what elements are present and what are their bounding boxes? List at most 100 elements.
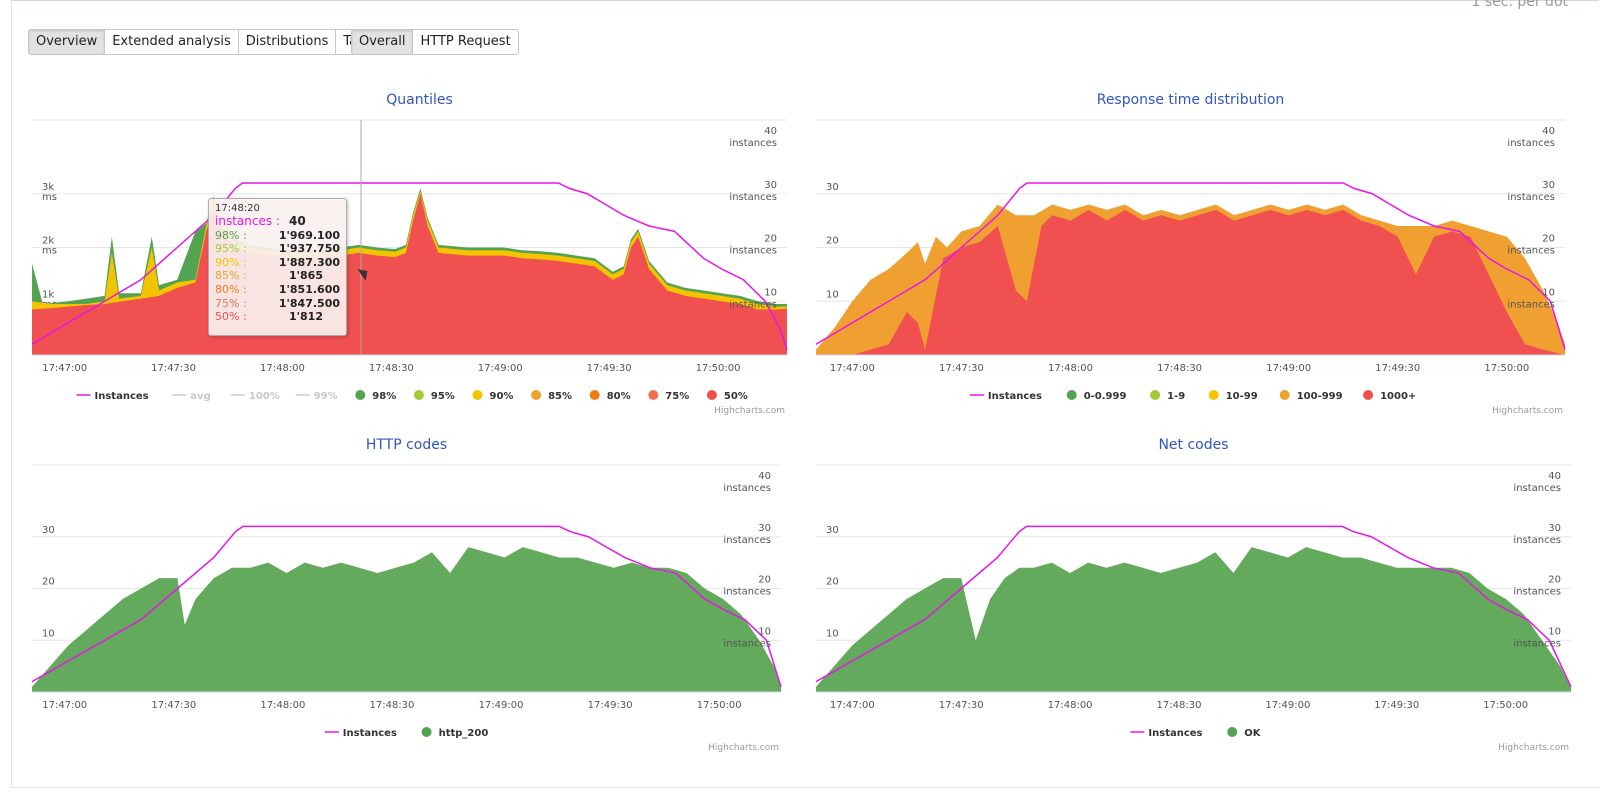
x-tick-label: 17:47:30 — [939, 700, 984, 711]
x-tick-label: 17:50:00 — [696, 363, 741, 374]
y-right-tick-unit: instances — [1507, 138, 1555, 149]
y-right-tick-unit: instances — [1507, 299, 1555, 310]
tooltip-row-value: 1'969.100 — [278, 228, 340, 242]
legend-item-avg[interactable]: avg — [172, 391, 211, 402]
legend: Instances OK — [1130, 727, 1262, 739]
legend-item-instances[interactable]: Instances — [969, 391, 1042, 402]
legend-dot-symbol — [413, 390, 424, 400]
y-right-tick-label: 20 — [1548, 575, 1561, 586]
legend-label: Instances — [988, 391, 1042, 402]
x-tick-label: 17:48:30 — [369, 363, 414, 374]
legend-item-95-[interactable]: 95% — [413, 390, 455, 402]
response-time-distribution-chart: Response time distribution 10 20 30 10 instan… — [800, 80, 1600, 430]
y-right-tick-unit: instances — [1507, 246, 1555, 257]
quantiles-chart: Quantiles1kms2kms3kms10instances20instan… — [0, 80, 800, 430]
quantiles-tooltip: 17:48:20 instances :40 98% :1'969.100 95% … — [208, 198, 347, 336]
legend-item-0-0-999[interactable]: 0-0.999 — [1066, 390, 1127, 402]
x-tick-label: 17:48:30 — [1157, 700, 1202, 711]
legend-item-http-200[interactable]: http_200 — [421, 727, 489, 739]
tab-overall[interactable]: Overall — [352, 30, 414, 54]
y-right-tick-label: 40 — [1548, 471, 1561, 482]
y-right-tick-unit: instances — [729, 138, 777, 149]
tab-distributions[interactable]: Distributions — [239, 30, 337, 54]
y-left-tick-label: 2k — [42, 236, 54, 247]
legend-item-ok[interactable]: OK — [1227, 727, 1262, 739]
tooltip-row-value: 1'887.300 — [278, 255, 340, 269]
legend-item-instances[interactable]: Instances — [1130, 728, 1203, 739]
y-right-tick-unit: instances — [723, 535, 771, 546]
legend-dot-symbol — [472, 390, 483, 400]
y-right-tick-unit: instances — [1513, 535, 1561, 546]
chart-title: Response time distribution — [1097, 92, 1285, 108]
legend-item-75-[interactable]: 75% — [648, 390, 689, 402]
legend-item-100-[interactable]: 100% — [230, 391, 280, 402]
legend-item-10-99[interactable]: 10-99 — [1208, 390, 1258, 402]
legend-label: 100-999 — [1297, 391, 1343, 402]
tooltip-row: 80% : 1'851.600 — [215, 283, 340, 297]
legend-dot-symbol — [589, 390, 600, 400]
chart-title: HTTP codes — [366, 437, 447, 453]
legend-item-90-[interactable]: 90% — [472, 390, 514, 402]
tab-extended-analysis[interactable]: Extended analysis — [105, 30, 239, 54]
tooltip-row: 50% : 1'812 — [215, 310, 340, 324]
instances-line — [31, 525, 782, 688]
legend-dot-symbol — [1279, 390, 1290, 400]
y-left-tick-label: 20 — [42, 577, 55, 588]
legend-item-99-[interactable]: 99% — [295, 391, 338, 402]
tooltip-row-value: 1'847.500 — [278, 296, 340, 310]
instances-line — [31, 182, 788, 350]
y-right-tick-unit: instances — [729, 246, 777, 257]
y-right-tick-unit: instances — [1513, 483, 1561, 494]
legend-item-80-[interactable]: 80% — [589, 390, 631, 402]
legend: Instances http_200 — [324, 727, 489, 739]
x-tick-label: 17:50:00 — [697, 700, 742, 711]
tooltip-rows: instances : 40 98% : 1'969.100 95% : 1'937.75… — [215, 214, 340, 324]
legend-label: Instances — [1148, 728, 1202, 739]
legend: Instances avg 100% 99% 98% 95% 90% 85% 80% 75% 50% — [76, 390, 748, 402]
y-right-tick-unit: instances — [729, 299, 777, 310]
legend-label: 80% — [607, 391, 631, 402]
legend-item-100-999[interactable]: 100-999 — [1279, 390, 1343, 402]
y-right-tick-unit: instances — [723, 587, 771, 598]
legend-label: 100% — [249, 391, 280, 402]
x-tick-label: 17:47:30 — [939, 363, 984, 374]
legend-dot-symbol — [355, 390, 366, 400]
legend-item-85-[interactable]: 85% — [531, 390, 572, 402]
y-left-tick-label: 3k — [42, 182, 54, 193]
x-tick-label: 17:47:00 — [830, 700, 875, 711]
legend-item-instances[interactable]: Instances — [76, 391, 149, 402]
tooltip-row-label: 75% : — [215, 296, 247, 310]
instances-line — [815, 182, 1566, 350]
y-left-tick-unit: ms — [42, 192, 57, 203]
tooltip-row-label: 85% : — [215, 269, 247, 283]
legend-label: avg — [190, 391, 210, 402]
x-tick-label: 17:48:30 — [369, 700, 414, 711]
x-tick-label: 17:47:00 — [42, 363, 87, 374]
quantiles-chart-svg: Quantiles1kms2kms3kms10instances20instan… — [31, 92, 788, 416]
tab-http-request[interactable]: HTTP Request — [420, 34, 511, 49]
x-tick-label: 17:49:30 — [587, 363, 632, 374]
tooltip-row: 75% : 1'847.500 — [215, 297, 340, 311]
legend-label: 10-99 — [1226, 391, 1258, 402]
y-right-tick-unit: instances — [1513, 638, 1561, 649]
y-left-tick-label: 10 — [42, 628, 55, 639]
legend-item-1000-[interactable]: 1000+ — [1363, 390, 1416, 402]
tab-overview[interactable]: Overview — [29, 30, 106, 54]
legend-dot-symbol — [706, 390, 717, 400]
legend-label: 99% — [314, 391, 338, 402]
tooltip-row-label: 50% : — [215, 310, 247, 324]
legend-item-1-9[interactable]: 1-9 — [1150, 390, 1185, 402]
legend-item-instances[interactable]: Instances — [324, 728, 397, 739]
chart-credits: Highcharts.com — [714, 406, 785, 416]
x-tick-label: 17:49:30 — [1375, 363, 1420, 374]
legend-label: 90% — [490, 391, 514, 402]
legend-label: 75% — [665, 391, 689, 402]
chart-credits: Highcharts.com — [1498, 743, 1569, 753]
x-tick-label: 17:49:30 — [588, 700, 633, 711]
legend-label: 95% — [431, 391, 455, 402]
y-right-tick-label: 20 — [764, 234, 777, 245]
legend-label: 85% — [548, 391, 572, 402]
legend-item-50-[interactable]: 50% — [706, 390, 748, 402]
legend-item-98-[interactable]: 98% — [355, 390, 396, 402]
legend-dot-symbol — [1208, 390, 1219, 400]
